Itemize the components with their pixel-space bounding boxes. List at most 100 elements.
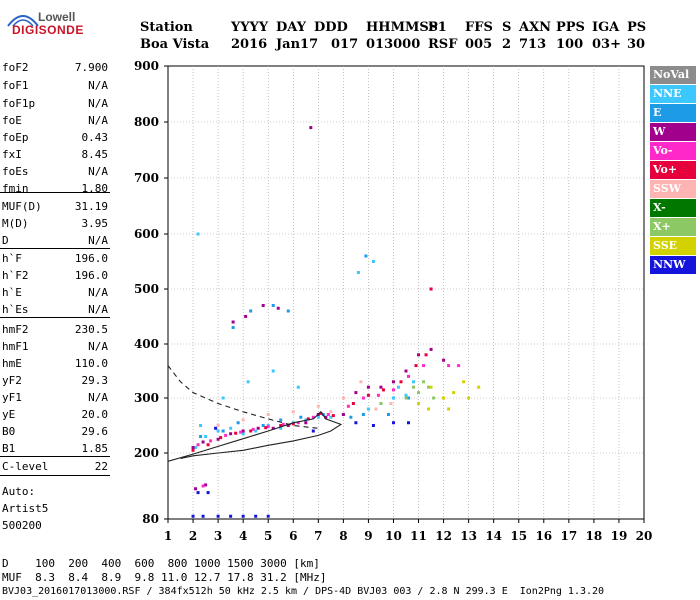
header-value-day: Jan17 (276, 37, 319, 52)
data-point-x- (427, 385, 431, 389)
y-tick-label: 300 (134, 391, 159, 405)
x-tick-label: 8 (339, 529, 347, 543)
x-tick-label: 14 (485, 529, 502, 543)
param-value: 29.6 (81, 425, 109, 438)
data-point-ssw (329, 410, 333, 414)
data-point-vo- (399, 380, 403, 384)
param-row: foF2 7.900 (2, 61, 108, 78)
param-value: 7.900 (74, 61, 108, 74)
x-tick-label: 1 (164, 529, 172, 543)
data-point-w (231, 320, 235, 324)
data-point-nnw (266, 514, 270, 518)
legend-item-nne: NNE (650, 85, 696, 103)
header-value-p1: RSF (428, 37, 458, 52)
data-point-w (391, 380, 395, 384)
auto-version: 500200 (2, 519, 42, 532)
chart-grid (167, 65, 645, 520)
param-name: foEp (2, 131, 29, 144)
header-value-s: 2 (502, 37, 512, 52)
param-row: MUF(D) 31.19 (2, 200, 108, 217)
data-point-w (379, 385, 383, 389)
param-row: h`F2 196.0 (2, 269, 108, 286)
data-point-vo- (224, 433, 228, 437)
param-name: C-level (2, 460, 49, 473)
param-row: fmin 1.80 (2, 182, 108, 199)
data-point-nnw (354, 421, 358, 425)
y-tick-label: 200 (134, 446, 159, 460)
data-point-nnw (254, 514, 258, 518)
data-point-w (194, 487, 198, 491)
param-divider (0, 192, 110, 193)
data-point-vo- (376, 393, 380, 397)
legend-item-vo-plus: Vo+ (650, 161, 696, 179)
x-tick-label: 15 (510, 529, 527, 543)
data-point-e (249, 309, 253, 313)
legend-item-nnw: NNW (650, 256, 696, 274)
data-point-vo- (366, 393, 370, 397)
chart-axes: 1 2 3 4 5 6 7 8 9 10 11 12 13 14 15 16 17 18 19 20802003004… (134, 59, 652, 543)
data-point-x- (379, 402, 383, 405)
curve-profile (167, 410, 343, 462)
data-point-nne (396, 385, 400, 389)
data-point-nnw (191, 514, 195, 518)
param-value: 1.80 (81, 182, 109, 195)
data-point-w (256, 426, 260, 430)
x-tick-label: 16 (535, 529, 552, 543)
param-value: 196.0 (74, 252, 108, 265)
header-value-station: Boa Vista (140, 37, 210, 52)
param-name: fmin (2, 182, 29, 195)
data-point-nne (241, 432, 245, 436)
data-point-x- (422, 380, 426, 384)
data-point-sse (467, 396, 471, 400)
header-label-station: Station (140, 20, 193, 35)
data-point-nne (204, 435, 208, 438)
param-name: hmF2 (2, 323, 29, 336)
data-point-w (244, 315, 248, 318)
legend-item-x-minus: X- (650, 199, 696, 217)
param-value: 230.5 (74, 323, 108, 336)
header-value-yyyy: 2016 (231, 37, 268, 52)
legend-item-e: E (650, 104, 696, 122)
data-point-w (417, 353, 421, 357)
y-tick-label: 700 (134, 171, 159, 185)
param-divider (0, 317, 110, 318)
param-name: yF1 (2, 391, 22, 404)
data-point-nne (221, 396, 225, 400)
data-point-nne (229, 426, 233, 430)
header-label-iga: IGA (592, 20, 620, 35)
data-point-ssw (389, 402, 393, 405)
data-point-ssw (316, 404, 320, 408)
param-value: 8.45 (81, 148, 109, 161)
data-point-nnw (214, 426, 218, 430)
header-label-hhmmss: HHMMSS (366, 20, 438, 35)
legend-item-w: W (650, 123, 696, 141)
data-point-e (231, 326, 235, 329)
param-name: foF2 (2, 61, 29, 74)
x-tick-label: 2 (189, 529, 197, 543)
param-name: M(D) (2, 217, 29, 230)
header-value-pps: 100 (556, 37, 584, 52)
param-row: foF1p N/A (2, 97, 108, 114)
data-point-vo- (457, 364, 461, 368)
data-point-e (221, 429, 225, 433)
data-point-w (204, 483, 208, 487)
data-point-w (191, 446, 195, 449)
data-point-nne (194, 446, 198, 449)
data-point-e (236, 421, 240, 425)
data-point-vo- (291, 422, 295, 426)
data-point-vo- (281, 422, 285, 426)
data-point-vo- (351, 402, 355, 405)
data-point-sse (442, 396, 446, 400)
data-point-x- (404, 396, 408, 400)
param-value: N/A (88, 79, 108, 92)
data-point-sse (427, 407, 431, 411)
data-point-sse (477, 385, 481, 389)
data-point-vo- (361, 396, 365, 400)
data-point-e (407, 396, 411, 400)
param-name: h`F2 (2, 269, 29, 282)
x-tick-label: 5 (264, 529, 272, 543)
data-point-vo- (239, 430, 243, 434)
data-point-w (341, 413, 345, 416)
x-tick-label: 19 (611, 529, 628, 543)
